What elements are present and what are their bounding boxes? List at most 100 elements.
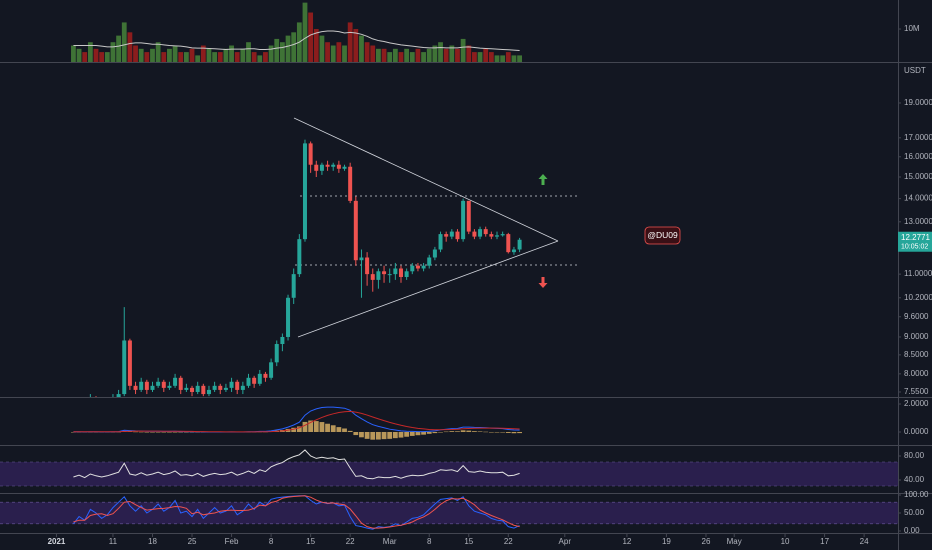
volume-bar (144, 52, 150, 62)
candle-body (269, 362, 274, 378)
candle-body (342, 166, 347, 169)
volume-bar (438, 42, 443, 62)
histogram-bar (347, 430, 353, 432)
band (0, 462, 898, 486)
histogram-bar (150, 431, 155, 433)
volume-bar (342, 45, 347, 62)
histogram-bar (387, 431, 393, 439)
band (0, 502, 898, 524)
volume-bar (279, 42, 285, 62)
y-tick-label: 80.00 (904, 451, 925, 460)
y-tick-label: 2.0000 (904, 399, 929, 408)
candle-body (308, 143, 313, 165)
x-tick-label: 12 (622, 537, 631, 546)
histogram-bar (155, 431, 161, 433)
volume-bar (189, 48, 195, 62)
volume-bar (257, 55, 263, 62)
volume-bar (313, 29, 319, 62)
volume-bar (229, 45, 234, 62)
candle-body (178, 377, 183, 390)
volume-bar (82, 52, 88, 62)
histogram-bar (183, 431, 189, 433)
histogram-bar (161, 431, 167, 433)
candle-body (291, 274, 296, 298)
candle-body (517, 239, 522, 250)
arrow-up (538, 174, 548, 185)
histogram-bar (443, 431, 449, 433)
histogram-bar (477, 431, 483, 432)
histogram-bar (466, 430, 472, 432)
y-tick-label: 40.00 (904, 475, 925, 484)
volume-bar (409, 52, 415, 62)
histogram-bar (110, 431, 116, 433)
candle-body (319, 164, 324, 171)
volume-bar (206, 48, 212, 62)
candle-body (195, 385, 200, 392)
histogram-bar (296, 426, 302, 432)
histogram-bar (342, 428, 347, 432)
volume-bar (415, 48, 421, 62)
x-tick-label: 11 (109, 537, 118, 546)
volume-bar (398, 52, 404, 62)
candle-body (235, 381, 240, 390)
volume-bar (217, 52, 223, 62)
volume-bar (200, 45, 206, 62)
candle-body (393, 268, 398, 275)
candle-body (201, 385, 206, 395)
volume-bar (308, 12, 314, 63)
volume-bar (172, 45, 178, 62)
volume-bar (336, 42, 342, 62)
histogram-bar (87, 431, 93, 433)
volume-bar (121, 22, 127, 63)
candle-body (127, 340, 132, 386)
candle-body (432, 249, 437, 258)
histogram-bar (426, 431, 432, 434)
annotation-box (644, 226, 681, 245)
histogram-bar (364, 431, 370, 439)
candle-body (348, 166, 353, 201)
y-tick-label: 10.2000 (904, 293, 932, 302)
candle-body (444, 234, 449, 237)
candle-body (297, 239, 302, 275)
histogram-bar (336, 427, 342, 432)
histogram-bar (415, 431, 421, 436)
candle-body (365, 257, 370, 275)
histogram-bar (144, 431, 150, 433)
candle-body (336, 164, 341, 169)
volume-bar (195, 55, 201, 62)
volume-bar (460, 38, 466, 62)
y-tick-label: 14.0000 (904, 194, 932, 203)
y-tick-label: 11.0000 (904, 269, 932, 278)
candle-body (280, 336, 285, 345)
volume-bar (251, 52, 257, 62)
candle-body (449, 231, 454, 237)
volume-bar (387, 52, 393, 62)
price-pane (89, 139, 522, 397)
histogram-bar (76, 431, 82, 433)
candle-body (240, 385, 245, 390)
volume-bar (240, 48, 246, 62)
histogram-bar (138, 431, 144, 433)
y-tick-label: 9.0000 (904, 332, 929, 341)
x-tick-label: 24 (860, 537, 869, 546)
y-tick-label: 15.0000 (904, 172, 932, 181)
candle-body (274, 344, 279, 363)
candle-body (263, 373, 268, 378)
volume-bar (466, 45, 472, 62)
volume-bar (93, 48, 99, 62)
candle-body (156, 381, 161, 386)
y-tick-label: 9.6000 (904, 312, 929, 321)
histogram-bar (189, 431, 195, 433)
histogram-bar (319, 422, 325, 432)
histogram-bar (488, 431, 494, 433)
triangle-lower (297, 240, 559, 338)
line (73, 410, 520, 433)
volume-bar (404, 48, 410, 62)
volume-bar (477, 52, 483, 62)
x-tick-label: 15 (306, 537, 315, 546)
candle-body (257, 373, 262, 384)
candle-body (133, 385, 138, 390)
candle-body (206, 389, 211, 395)
triangle-upper (293, 117, 559, 242)
